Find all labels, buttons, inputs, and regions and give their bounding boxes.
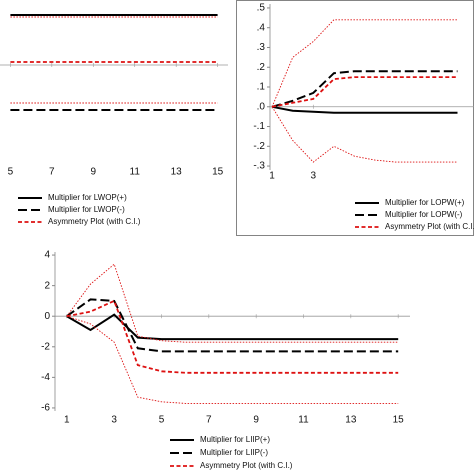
legend-label: Asymmetry Plot (with C.I.) [48,217,141,226]
legend-label: Asymmetry Plot (with C.I.) [200,461,293,470]
legend-label: Multiplier for LIIP(+) [200,435,270,444]
x-tick-label: 11 [130,167,141,178]
y-tick-label: .1 [257,82,266,93]
x-tick-label: 3 [111,415,117,426]
x-tick-label: 5 [159,415,165,426]
y-tick-label: .2 [257,62,266,73]
y-tick-label: -6 [41,403,50,414]
x-tick-label: 1 [269,171,275,182]
series-line [271,70,458,108]
x-tick-label: 9 [253,415,259,426]
x-tick-label: 5 [8,167,14,178]
y-tick-label: -2 [41,341,50,352]
y-tick-label: .5 [257,3,266,14]
x-tick-label: 7 [49,167,55,178]
y-tick-label: -.2 [253,141,265,152]
y-tick-label: .4 [257,22,266,33]
series-line [271,105,458,114]
x-tick-label: 13 [345,415,357,426]
x-tick-label: 15 [212,167,224,178]
series-line [66,298,399,353]
legend-label: Multiplier for LIIP(-) [200,448,268,457]
series-line [271,76,458,108]
legend-label: Multiplier for LOPW(+) [385,198,465,207]
y-tick-label: 2 [44,280,50,291]
ci-upper [66,263,399,343]
y-tick-label: -.3 [253,161,265,172]
x-tick-label: 13 [171,167,183,178]
x-tick-label: 15 [393,415,405,426]
y-tick-label: -.1 [253,121,265,132]
y-tick-label: .0 [257,101,266,112]
legend-label: Multiplier for LWOP(-) [48,205,125,214]
y-tick-label: 4 [44,250,50,261]
series-line [66,313,399,341]
x-tick-label: 3 [310,171,316,182]
ci-upper [271,19,458,107]
y-tick-label: 0 [44,311,50,322]
x-tick-label: 11 [298,415,309,426]
ci-lower [66,315,399,404]
legend-label: Multiplier for LWOP(+) [48,193,127,202]
x-tick-label: 9 [90,167,96,178]
y-tick-label: -4 [41,372,50,383]
series-line [66,299,399,374]
x-tick-label: 1 [64,415,70,426]
y-tick-label: .3 [257,42,266,53]
legend-label: Asymmetry Plot (with C.I.) [385,222,474,231]
x-tick-label: 7 [206,415,212,426]
legend-label: Multiplier for LOPW(-) [385,210,463,219]
ci-lower [271,106,458,163]
